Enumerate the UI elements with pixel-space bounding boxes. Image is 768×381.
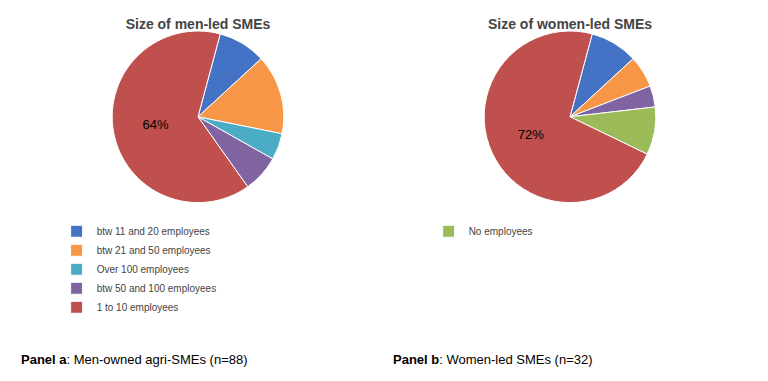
svg-text:btw 11 and 20 employees: btw 11 and 20 employees: [97, 226, 210, 237]
svg-text:1 to 10 employees: 1 to 10 employees: [97, 302, 179, 313]
svg-text:Panel b: Women-led SMEs (n=32): Panel b: Women-led SMEs (n=32): [393, 352, 593, 367]
svg-text:Size of women-led SMEs: Size of women-led SMEs: [488, 16, 652, 32]
svg-text:btw 21 and 50 employees: btw 21 and 50 employees: [97, 245, 211, 256]
svg-text:64%: 64%: [143, 117, 169, 132]
svg-text:72%: 72%: [518, 127, 544, 142]
svg-text:Panel a: Men-owned agri-SMEs (: Panel a: Men-owned agri-SMEs (n=88): [21, 352, 248, 367]
svg-text:btw 50 and 100 employees: btw 50 and 100 employees: [97, 283, 217, 294]
svg-text:Over 100 employees: Over 100 employees: [97, 264, 189, 275]
svg-text:No employees: No employees: [469, 226, 533, 237]
svg-text:Size of men-led SMEs: Size of men-led SMEs: [126, 16, 271, 32]
